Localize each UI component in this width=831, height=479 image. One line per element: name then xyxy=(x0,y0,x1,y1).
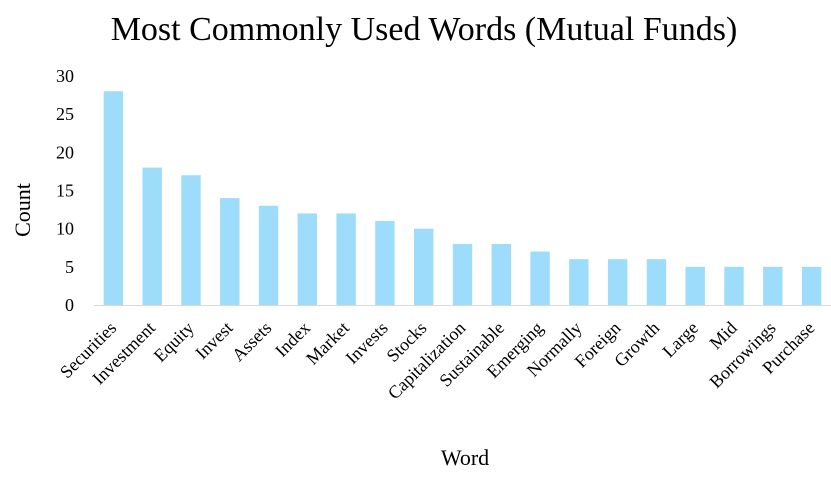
bar xyxy=(530,251,550,305)
bar xyxy=(297,213,318,305)
x-axis-label: Word xyxy=(441,445,489,470)
bar xyxy=(646,259,667,305)
bar xyxy=(607,259,628,305)
bar xyxy=(142,167,162,305)
y-tick-label: 5 xyxy=(65,257,74,277)
bar xyxy=(220,198,240,305)
bar xyxy=(414,228,434,305)
y-tick-label: 10 xyxy=(56,219,74,239)
bar xyxy=(181,175,201,305)
bar xyxy=(258,205,279,305)
x-tick-label: Invests xyxy=(342,318,392,368)
bar xyxy=(763,266,783,305)
x-tick-label: Assets xyxy=(228,318,275,365)
chart-title: Most Commonly Used Words (Mutual Funds) xyxy=(111,11,738,48)
y-tick-label: 15 xyxy=(56,181,74,201)
bar xyxy=(801,266,822,305)
y-tick-label: 0 xyxy=(65,295,74,315)
y-tick-label: 20 xyxy=(56,142,74,162)
y-tick-labels: 0 5 10 15 20 25 30 xyxy=(56,66,74,315)
bars xyxy=(103,91,822,306)
bar xyxy=(724,266,744,305)
y-tick-label: 30 xyxy=(56,66,74,86)
x-tick-labels: SecuritiesInvestmentEquityInvestAssetsIn… xyxy=(56,318,819,404)
x-tick-label: Market xyxy=(302,318,353,369)
bar xyxy=(336,213,356,305)
x-tick-label: Large xyxy=(658,318,702,362)
y-axis-label: Count xyxy=(10,183,35,237)
bar xyxy=(103,91,124,306)
bar xyxy=(375,221,395,305)
x-tick-label: Invest xyxy=(191,318,236,363)
y-tick-label: 25 xyxy=(56,104,74,124)
bar xyxy=(491,243,511,305)
x-tick-label: Equity xyxy=(150,318,198,366)
bar xyxy=(452,243,473,305)
bar xyxy=(569,259,589,305)
bar xyxy=(685,266,705,305)
